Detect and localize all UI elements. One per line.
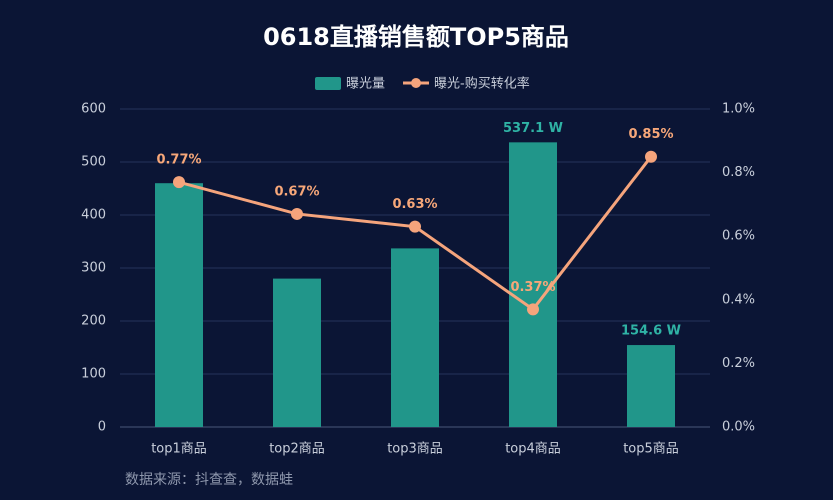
legend-swatch [315,77,341,90]
x-tick-label: top5商品 [623,442,679,457]
source-note: 数据来源：抖查查，数据蛙 [125,472,293,488]
bar [273,278,321,427]
line-value-label: 0.77% [156,153,201,168]
y-tick-label: 300 [81,261,106,276]
x-tick-label: top1商品 [151,442,207,457]
y-tick-label: 400 [81,208,106,223]
y2-tick-label: 0.8% [722,165,755,180]
line-value-label: 0.85% [628,127,673,142]
line-point [409,220,421,233]
y2-tick-label: 0.0% [722,420,755,435]
legend-label: 曝光-购买转化率 [434,76,530,92]
line-point [527,303,539,316]
y-tick-label: 600 [81,102,106,117]
y2-tick-label: 1.0% [722,102,755,117]
bar [627,345,675,427]
y-tick-label: 500 [81,155,106,170]
bar [509,142,557,427]
x-tick-label: top2商品 [269,442,325,457]
bar-value-label: 154.6 W [621,324,681,339]
line-value-label: 0.37% [510,280,555,295]
line-point [173,176,185,189]
y-tick-label: 100 [81,367,106,382]
y2-tick-label: 0.2% [722,356,755,371]
line-point [291,207,303,220]
chart-title: 0618直播销售额TOP5商品 [263,23,569,51]
legend-swatch [411,78,422,88]
bar-value-label: 537.1 W [503,121,563,136]
bar [391,248,439,427]
bar [155,183,203,427]
legend-label: 曝光量 [346,77,385,92]
line-value-label: 0.67% [274,184,319,199]
y2-tick-label: 0.4% [722,292,755,307]
y2-tick-label: 0.6% [722,229,755,244]
line-point [645,150,657,163]
y-tick-label: 200 [81,314,106,329]
line-value-label: 0.63% [392,197,437,212]
x-tick-label: top4商品 [505,442,561,457]
y-tick-label: 0 [98,420,106,435]
x-tick-label: top3商品 [387,442,443,457]
